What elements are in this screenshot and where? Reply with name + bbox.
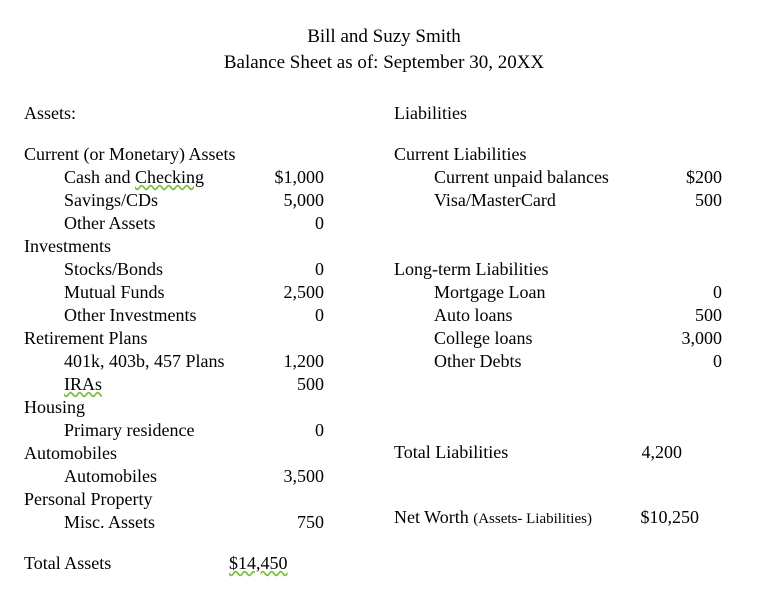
- line-item: Mutual Funds 2,500: [24, 282, 374, 303]
- item-label: Automobiles: [24, 466, 269, 487]
- item-label: College loans: [394, 328, 674, 349]
- line-item: Auto loans 500: [394, 305, 744, 326]
- item-value: 3,500: [269, 466, 324, 487]
- item-value: 0: [674, 351, 722, 372]
- spacer: [394, 374, 744, 396]
- assets-group-retirement: Retirement Plans: [24, 328, 374, 349]
- line-item: Other Assets 0: [24, 213, 374, 234]
- assets-group-personal-property: Personal Property: [24, 489, 374, 510]
- item-value: 500: [674, 190, 722, 211]
- item-value: 3,000: [674, 328, 722, 349]
- liabilities-group-current: Current Liabilities: [394, 144, 744, 165]
- line-item: Stocks/Bonds 0: [24, 259, 374, 280]
- item-value: 1,200: [269, 351, 324, 372]
- item-value: 0: [674, 282, 722, 303]
- item-value: 0: [269, 420, 324, 441]
- line-item: Other Investments 0: [24, 305, 374, 326]
- assets-group-investments: Investments: [24, 236, 374, 257]
- total-liabilities-row: Total Liabilities 4,200: [394, 442, 744, 463]
- net-worth-value: $10,250: [634, 507, 699, 528]
- line-item: 401k, 403b, 457 Plans 1,200: [24, 351, 374, 372]
- line-item: Automobiles 3,500: [24, 466, 374, 487]
- item-label: Current unpaid balances: [394, 167, 674, 188]
- spacer: [394, 396, 744, 418]
- line-item: Other Debts 0: [394, 351, 744, 372]
- spacer: [394, 418, 744, 440]
- assets-column: Assets: Current (or Monetary) Assets Cas…: [24, 103, 374, 574]
- total-assets-value: $14,450: [229, 553, 284, 574]
- assets-header: Assets:: [24, 103, 374, 124]
- item-label: Misc. Assets: [24, 512, 269, 533]
- total-assets-row: Total Assets $14,450: [24, 553, 374, 574]
- liabilities-column: Liabilities Current Liabilities Current …: [394, 103, 744, 574]
- item-label: Visa/MasterCard: [394, 190, 674, 211]
- title-line-2: Balance Sheet as of: September 30, 20XX: [24, 50, 744, 76]
- total-liabilities-label: Total Liabilities: [394, 442, 634, 463]
- item-value: 750: [269, 512, 324, 533]
- line-item: Current unpaid balances $200: [394, 167, 744, 188]
- total-assets-label: Total Assets: [24, 553, 229, 574]
- liabilities-header: Liabilities: [394, 103, 744, 124]
- item-value: $1,000: [269, 167, 324, 188]
- item-label: 401k, 403b, 457 Plans: [24, 351, 269, 372]
- line-item: College loans 3,000: [394, 328, 744, 349]
- assets-group-current: Current (or Monetary) Assets: [24, 144, 374, 165]
- item-value: 5,000: [269, 190, 324, 211]
- item-value: 500: [674, 305, 722, 326]
- title-line-1: Bill and Suzy Smith: [24, 24, 744, 50]
- assets-group-housing: Housing: [24, 397, 374, 418]
- line-item: Primary residence 0: [24, 420, 374, 441]
- item-value: 2,500: [269, 282, 324, 303]
- item-label: Other Investments: [24, 305, 269, 326]
- document-header: Bill and Suzy Smith Balance Sheet as of:…: [24, 24, 744, 75]
- line-item: Cash and Checking $1,000: [24, 167, 374, 188]
- net-worth-row: Net Worth (Assets- Liabilities) $10,250: [394, 507, 744, 528]
- net-worth-label: Net Worth (Assets- Liabilities): [394, 507, 634, 528]
- assets-group-automobiles: Automobiles: [24, 443, 374, 464]
- liabilities-group-longterm: Long-term Liabilities: [394, 259, 744, 280]
- item-label: Savings/CDs: [24, 190, 269, 211]
- spacer: [394, 235, 744, 257]
- item-label: IRAs: [24, 374, 269, 395]
- line-item: Visa/MasterCard 500: [394, 190, 744, 211]
- item-label: Auto loans: [394, 305, 674, 326]
- item-label: Primary residence: [24, 420, 269, 441]
- line-item: Mortgage Loan 0: [394, 282, 744, 303]
- item-value: 0: [269, 305, 324, 326]
- item-label: Mortgage Loan: [394, 282, 674, 303]
- line-item: IRAs 500: [24, 374, 374, 395]
- item-label: Other Assets: [24, 213, 269, 234]
- line-item: Misc. Assets 750: [24, 512, 374, 533]
- item-label: Cash and Checking: [24, 167, 269, 188]
- item-label: Other Debts: [394, 351, 674, 372]
- item-value: 500: [269, 374, 324, 395]
- spacer: [394, 213, 744, 235]
- item-label: Stocks/Bonds: [24, 259, 269, 280]
- item-label: Mutual Funds: [24, 282, 269, 303]
- item-value: 0: [269, 213, 324, 234]
- item-value: 0: [269, 259, 324, 280]
- line-item: Savings/CDs 5,000: [24, 190, 374, 211]
- item-value: $200: [674, 167, 722, 188]
- total-liabilities-value: 4,200: [634, 442, 682, 463]
- balance-sheet-columns: Assets: Current (or Monetary) Assets Cas…: [24, 103, 744, 574]
